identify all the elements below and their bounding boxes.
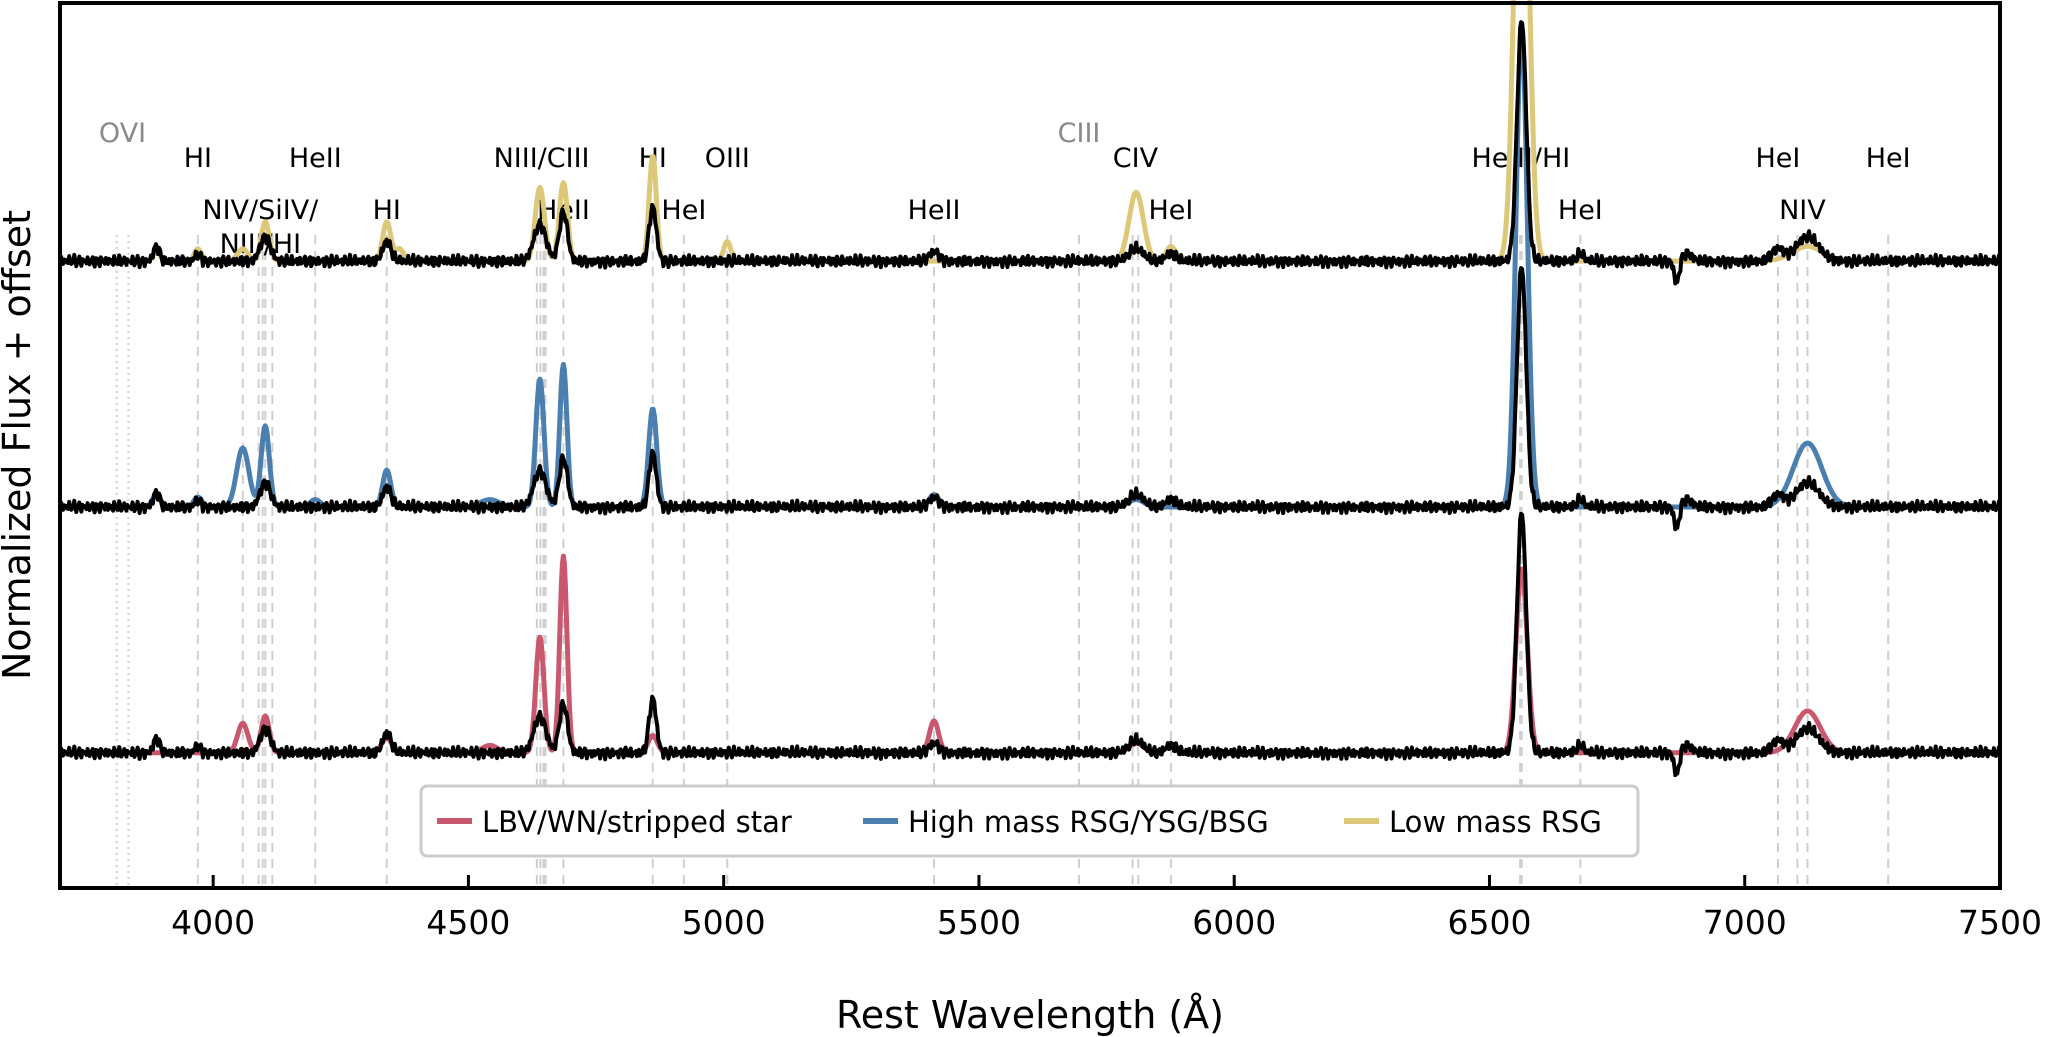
x-tick-label-5: 6500 [1447, 903, 1531, 942]
observed-spectrum-1 [58, 266, 2002, 532]
legend-label-0: LBV/WN/stripped star [482, 805, 792, 839]
x-tick-label-6: 7000 [1703, 903, 1787, 942]
template-spectrum-1 [58, 27, 2002, 510]
line-label-he-ii-hi-15: He II/HI [1471, 143, 1570, 174]
observed-spectrum-2 [58, 20, 2002, 286]
y-axis-title: Normalized Flux + offset [0, 210, 39, 680]
line-label-hi-1: HI [184, 143, 212, 174]
line-label-heii-2: HeII [289, 143, 342, 174]
line-label-niii-ciii-6: NIII/CIII [494, 143, 590, 174]
x-axis-title: Rest Wavelength (Å) [836, 993, 1224, 1037]
line-label-heii-11: HeII [908, 195, 961, 226]
line-label-civ-13: CIV [1113, 143, 1159, 174]
line-label-hei-17: HeI [1755, 143, 1800, 174]
legend: LBV/WN/stripped star High mass RSG/YSG/BS… [419, 784, 1640, 858]
line-label-ciii-12: CIII [1058, 118, 1101, 149]
x-tick-label-7: 7500 [1958, 903, 2042, 942]
x-tick-label-1: 4500 [426, 903, 510, 942]
legend-frame [419, 784, 1640, 858]
line-label-hei-9: HeI [661, 195, 706, 226]
plot-frame [58, 1, 2002, 890]
x-tick-label-3: 5500 [937, 903, 1021, 942]
spectra [58, 0, 2002, 778]
line-label-hei-16: HeI [1558, 195, 1603, 226]
x-tick-label-4: 6000 [1192, 903, 1276, 942]
line-label-oiii-10: OIII [705, 143, 750, 174]
template-spectrum-0 [58, 553, 2002, 756]
line-label-niv-18: NIV [1779, 195, 1826, 226]
template-spectrum-2 [58, 0, 2002, 264]
legend-label-2: Low mass RSG [1389, 805, 1602, 839]
line-label-niv-siiv--3: NIV/SiIV/ [202, 195, 319, 226]
x-tick-label-2: 5000 [682, 903, 766, 942]
line-label-hei-14: HeI [1148, 195, 1193, 226]
legend-label-1: High mass RSG/YSG/BSG [908, 805, 1269, 839]
x-tick-label-0: 4000 [171, 903, 255, 942]
line-identification-markers [115, 235, 1890, 888]
line-label-hei-19: HeI [1866, 143, 1911, 174]
x-axis-ticks: 4000 4500 5000 5500 6000 6500 7000 7500 [171, 875, 2042, 942]
line-label-ovi-0: OVI [99, 118, 146, 149]
observed-spectrum-0 [58, 511, 2002, 778]
